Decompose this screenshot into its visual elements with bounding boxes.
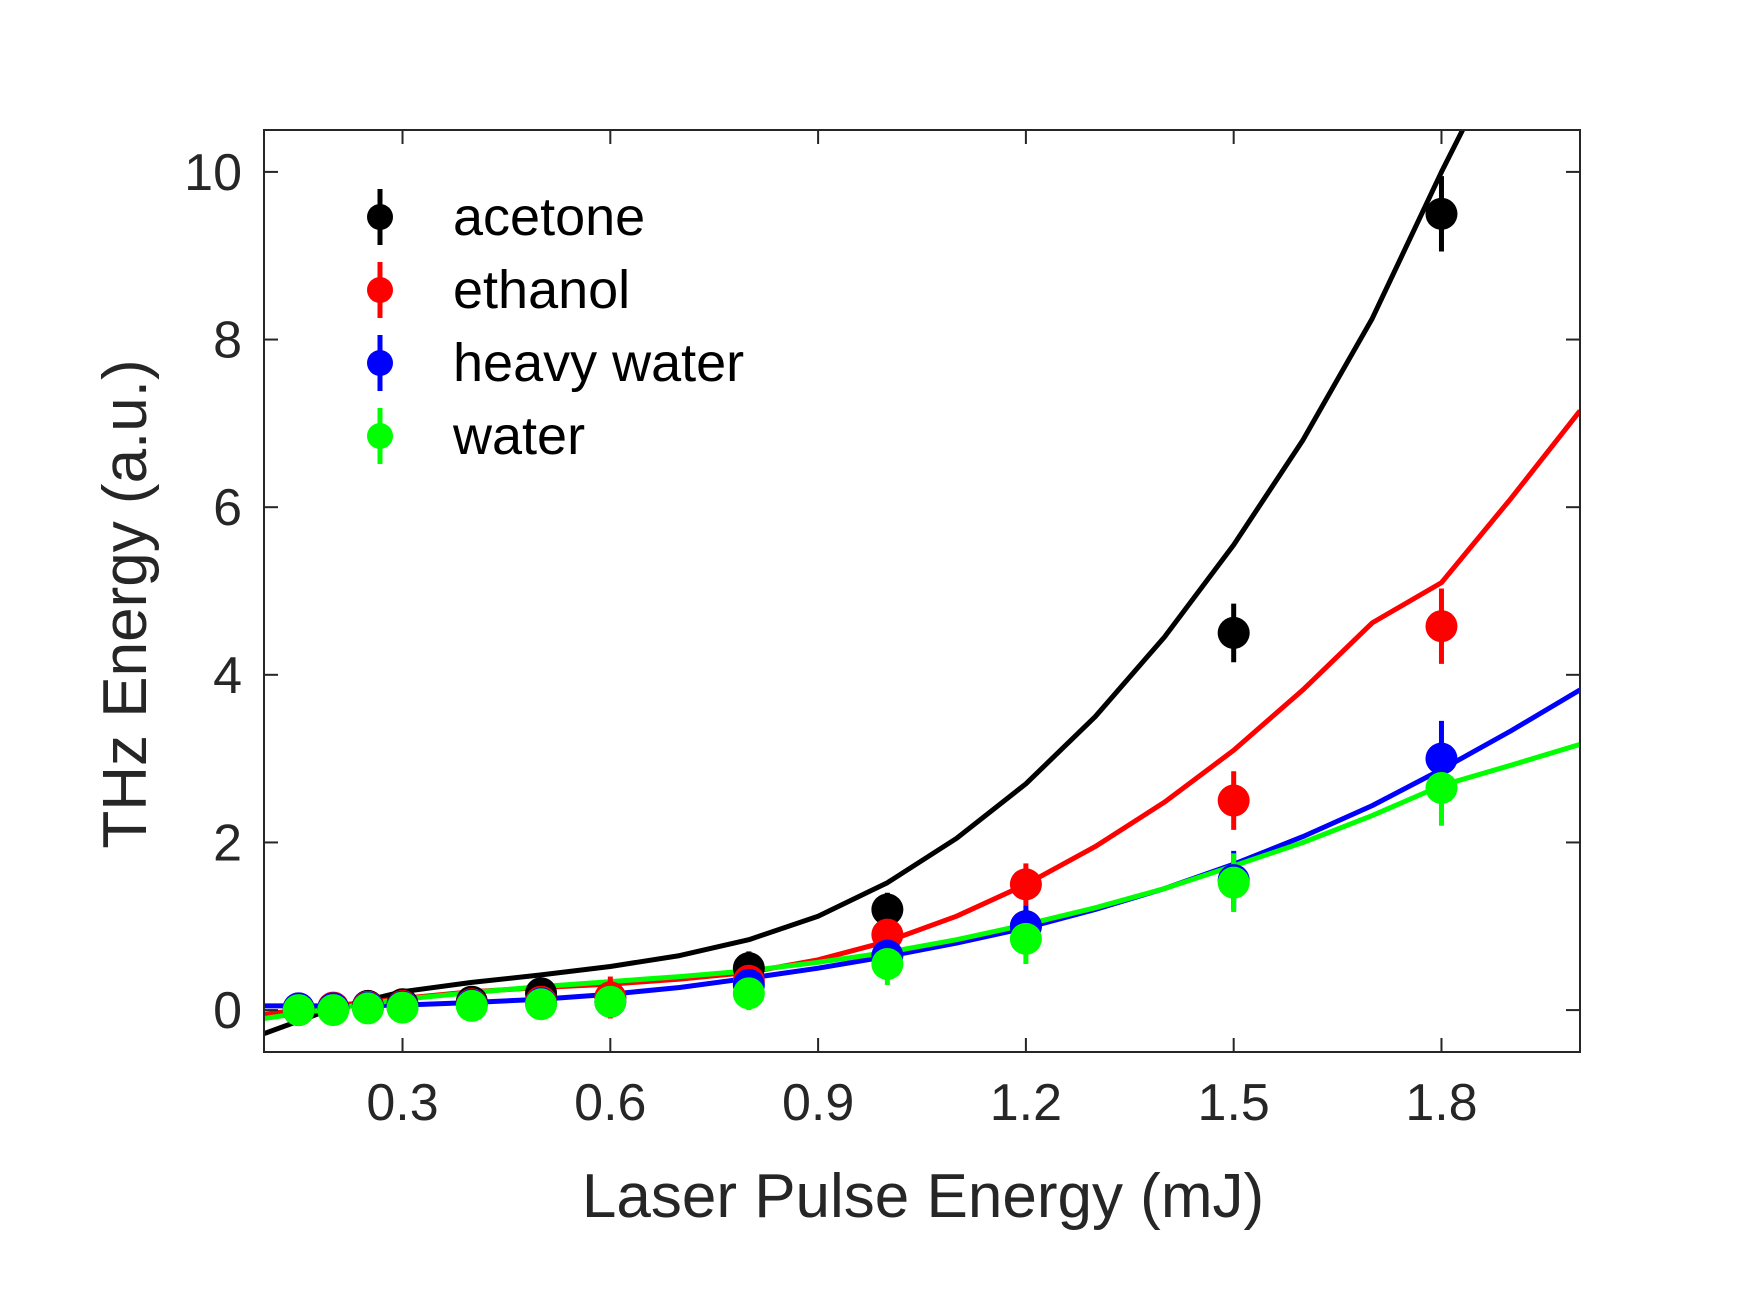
legend-label-acetone: acetone [453, 187, 645, 247]
data-point-water [1425, 771, 1458, 804]
fit-curve-water [264, 742, 1580, 1021]
x-tick-label: 0.6 [574, 1074, 646, 1132]
plot-frame [263, 129, 1581, 1053]
data-point-acetone [1217, 616, 1250, 649]
legend-label-water: water [452, 406, 585, 466]
y-axis-label: THz Energy (a.u.) [91, 359, 160, 848]
data-point-water [594, 985, 627, 1018]
fit-curve-ethanol [264, 409, 1580, 1017]
y-tick-label: 2 [213, 814, 242, 872]
legend-label-heavy-water: heavy water [453, 333, 744, 393]
legend-marker-water [367, 423, 393, 449]
data-points [282, 197, 1458, 1027]
data-point-acetone [1425, 197, 1458, 230]
y-tick-label: 6 [213, 479, 242, 537]
data-point-ethanol [1009, 868, 1042, 901]
data-point-ethanol [1425, 610, 1458, 643]
legend-label-ethanol: ethanol [453, 260, 630, 320]
y-tick-label: 4 [213, 647, 242, 705]
data-point-water [1217, 866, 1250, 899]
x-tick-label: 0.9 [782, 1074, 854, 1132]
data-point-water [525, 988, 558, 1021]
axes: 0.3 0.6 0.9 1.2 1.5 1.8 0 2 4 6 8 10 [184, 129, 1581, 1132]
data-point-ethanol [1217, 784, 1250, 817]
data-point-water [1009, 922, 1042, 955]
data-point-water [455, 989, 488, 1022]
data-point-water [282, 994, 315, 1027]
data-point-water [732, 977, 765, 1010]
x-tick-label: 1.8 [1405, 1074, 1477, 1132]
legend-marker-ethanol [367, 277, 393, 303]
fit-curve-acetone [264, 130, 1465, 1036]
legend-marker-heavy-water [367, 350, 393, 376]
data-point-water [386, 991, 419, 1024]
data-point-water [351, 992, 384, 1025]
x-axis-label: Laser Pulse Energy (mJ) [582, 1162, 1264, 1231]
data-point-water [871, 947, 904, 980]
x-tick-label: 1.5 [1198, 1074, 1270, 1132]
x-tick-label: 0.3 [366, 1074, 438, 1132]
y-tick-label: 10 [184, 144, 242, 202]
data-point-acetone [871, 893, 904, 926]
legend-marker-acetone [367, 204, 393, 230]
x-tick-label: 1.2 [990, 1074, 1062, 1132]
y-tick-label: 8 [213, 312, 242, 370]
legend: acetone ethanol heavy water water [367, 187, 744, 466]
data-point-heavy-water [1425, 742, 1458, 775]
data-point-water [317, 994, 350, 1027]
fit-curve-heavy-water [264, 687, 1580, 1009]
y-tick-label: 0 [213, 982, 242, 1040]
